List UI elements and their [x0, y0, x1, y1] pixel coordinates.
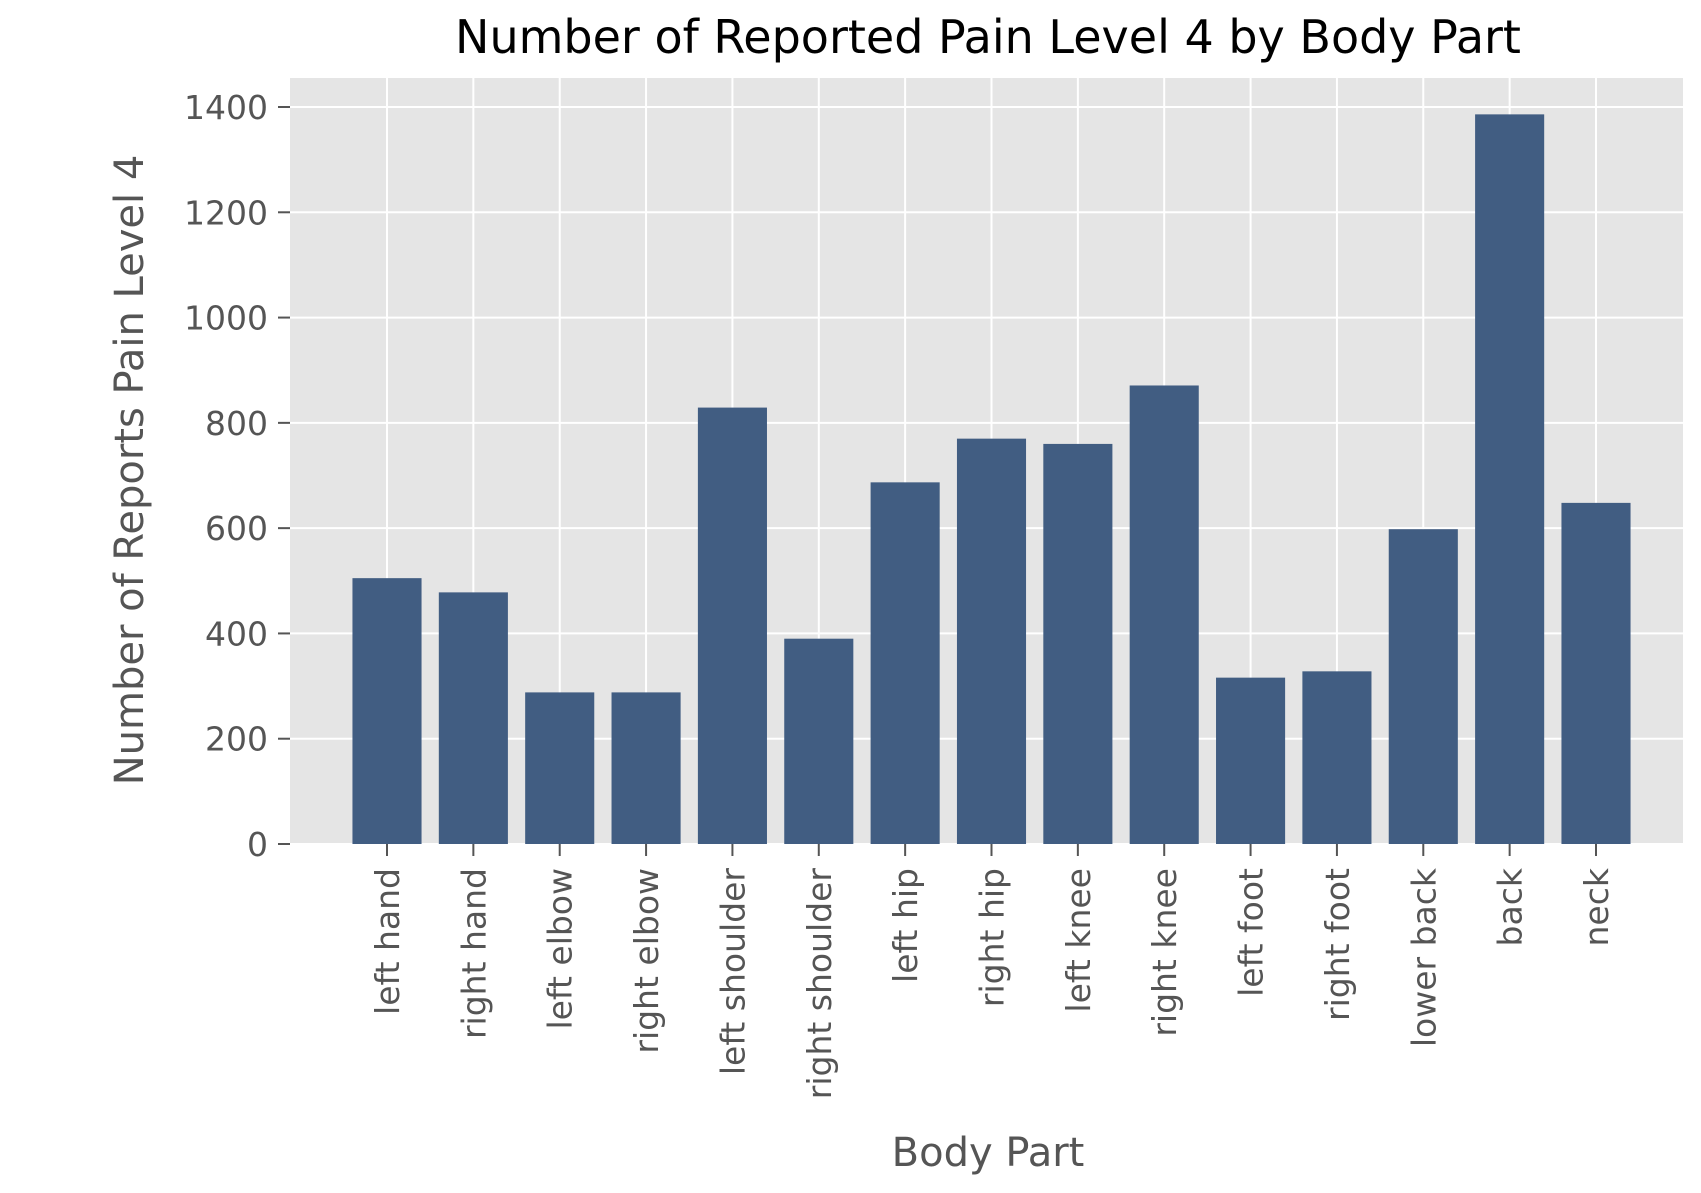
x-tick-label: left elbow [541, 868, 580, 1030]
y-tick-label: 1200 [184, 193, 268, 232]
bar-left-hand [352, 578, 422, 844]
x-tick-label: lower back [1404, 867, 1443, 1047]
bar-left-hip [870, 482, 940, 844]
x-tick-label: left hand [368, 868, 407, 1015]
bar-right-hand [438, 592, 508, 844]
bar-right-elbow [611, 692, 681, 844]
x-tick-label: left knee [1059, 868, 1098, 1013]
x-tick-label: left foot [1232, 868, 1271, 997]
y-axis-label: Number of Reports Pain Level 4 [107, 155, 153, 786]
x-tick-label: right shoulder [800, 868, 839, 1100]
bar-right-shoulder [784, 638, 854, 844]
x-tick-label: right hip [973, 868, 1012, 1007]
x-tick-label: right hand [454, 868, 493, 1039]
bar-back [1475, 114, 1545, 845]
bar-neck [1561, 502, 1631, 844]
bars [352, 114, 1631, 845]
x-tick-label: right knee [1145, 868, 1184, 1037]
bar-right-foot [1302, 671, 1372, 844]
bar-right-hip [956, 438, 1027, 844]
bar-right-knee [1129, 385, 1199, 844]
y-tick-label: 800 [205, 404, 268, 443]
x-tick-label: left shoulder [713, 868, 752, 1076]
chart-title: Number of Reported Pain Level 4 by Body … [455, 10, 1521, 64]
y-axis: 0 200 400 600 800 1000 1200 1400 [184, 88, 290, 864]
y-tick-label: 400 [205, 614, 268, 653]
bar-left-knee [1043, 443, 1113, 844]
bar-left-foot [1216, 677, 1286, 844]
bar-left-elbow [525, 692, 595, 844]
y-tick-label: 1400 [184, 88, 268, 127]
x-axis: left hand right hand left elbow right elbow… [368, 844, 1616, 1099]
y-tick-label: 0 [247, 825, 268, 864]
y-tick-label: 600 [205, 509, 268, 548]
x-tick-label: right elbow [627, 868, 666, 1054]
x-tick-label: left hip [886, 868, 925, 983]
bar-left-shoulder [697, 407, 767, 844]
x-tick-label: neck [1577, 867, 1616, 946]
x-axis-label: Body Part [892, 1130, 1085, 1176]
x-tick-label: back [1491, 867, 1530, 946]
y-tick-label: 1000 [184, 299, 268, 338]
y-tick-label: 200 [205, 720, 268, 759]
x-tick-label: right foot [1318, 868, 1357, 1021]
bar-lower-back [1388, 529, 1458, 844]
